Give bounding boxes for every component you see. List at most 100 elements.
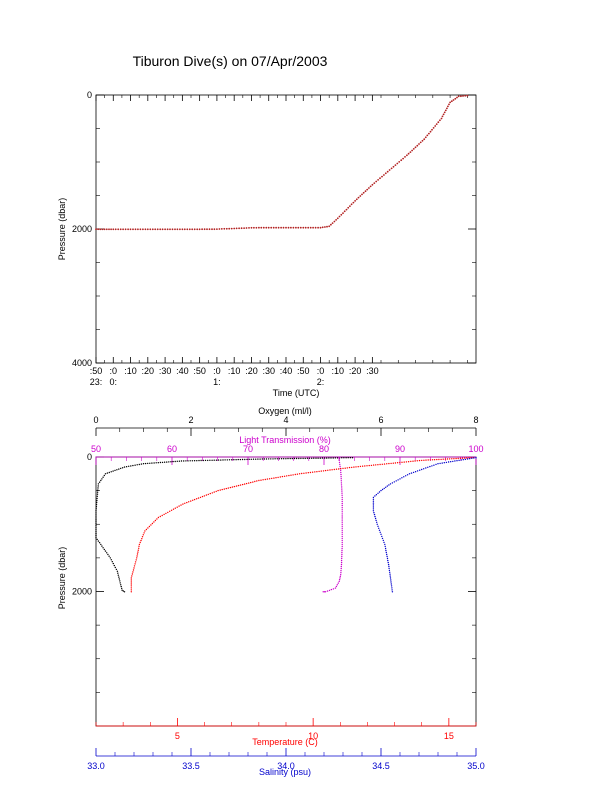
oxygen-profile-point [103,474,106,477]
temperature-profile-point [403,461,405,463]
oxygen-profile-point [321,457,324,459]
pressure-time-point [149,228,152,231]
temperature-profile-point [188,501,190,503]
temperature-profile-point [271,477,273,480]
light_transmission-profile-point [341,509,343,511]
pressure-time-point [426,134,429,137]
oxygen-profile-point [96,493,99,495]
oxygen-profile-point [351,457,354,459]
oxygen-profile-point [300,457,302,460]
oxygen-profile-point [326,457,328,459]
temperature-profile-point [147,527,149,529]
temperature-profile-point [136,555,138,557]
oxygen-profile-point [235,459,237,461]
temperature-profile-point [425,459,427,461]
salinity-profile-point [391,587,393,589]
temperature-profile-point [136,557,138,559]
pressure-time-point [101,228,104,231]
oxygen-profile-point [121,587,123,590]
oxygen-profile-point [95,516,97,518]
light_transmission-profile-point [340,484,343,486]
oxygen-profile-point [112,562,115,565]
top-x-tick-label: :40 [280,366,293,376]
oxygen-profile-point [121,467,124,469]
temperature-profile-point [394,462,397,464]
temperature-profile-point [141,538,143,540]
top-x-hour-label: 23: [90,377,103,387]
temperature-profile-point [163,513,165,516]
light_transmission-profile-point [341,525,343,527]
top-y-tick-label: 4000 [72,358,92,368]
light_transmission-profile-point [340,480,342,482]
oxygen-profile-point [147,462,149,465]
pressure-time-point [386,170,389,173]
salinity-profile-point [391,589,393,591]
pressure-time-point [161,228,164,231]
oxygen-profile-point [95,530,97,533]
pressure-time-point [428,132,430,135]
temperature-profile-point [237,484,240,487]
top-x-tick-label: :10 [124,366,137,376]
light-transmission-tick-label: 80 [319,444,329,454]
pressure-time-point [437,121,440,124]
salinity-profile-point [475,457,477,459]
temperature-profile-point [281,475,284,478]
temperature-tick-label: 15 [444,731,454,741]
temperature-profile-point [372,464,375,466]
pressure-time-point [114,228,117,231]
light_transmission-profile-point [338,461,341,464]
top-y-tick-label: 2000 [72,224,92,234]
pressure-time-point [314,226,317,229]
temperature-profile-point [130,585,132,587]
temperature-profile-point [357,466,359,468]
pressure-time-point [110,228,112,231]
temperature-profile-point [192,499,194,501]
salinity-profile-point [387,563,390,566]
oxygen-profile-point [130,465,132,467]
temperature-profile-point [144,530,146,532]
light_transmission-profile-point [340,476,342,478]
pressure-time-point [233,227,236,230]
oxygen-profile-point [96,501,98,504]
light-transmission-tick-label: 50 [91,444,101,454]
pressure-time-point [206,228,208,231]
top-x-hour-label: 1: [213,377,221,387]
salinity-profile-point [379,531,381,533]
light_transmission-profile-point [328,589,331,592]
profile-series [95,457,477,593]
oxygen-profile-point [323,457,326,459]
temperature-profile-point [340,468,342,470]
pressure-time-point [460,95,462,98]
temperature-profile-point [143,532,145,534]
pressure-time-point [159,228,162,231]
light_transmission-profile-point [341,549,343,552]
oxygen-profile-point [98,542,101,544]
pressure-time-point [218,228,221,230]
temperature-profile-point [252,481,254,483]
salinity-profile-point [443,462,445,464]
light-transmission-tick-label: 60 [167,444,177,454]
pressure-time-point [134,228,137,231]
temperature-profile-point [209,492,211,495]
pressure-time-point [381,175,383,178]
pressure-time-point [350,203,353,206]
oxygen-profile-point [95,518,97,520]
temperature-profile-point [392,462,394,464]
oxygen-profile-point [142,463,145,465]
light_transmission-profile-point [340,567,342,570]
oxygen-profile-point [110,559,113,561]
temperature-profile-point [167,511,169,514]
temperature-profile-point [381,463,383,465]
oxygen-profile-point [204,459,207,462]
salinity-profile-point [381,488,384,491]
pressure-time-point [127,228,129,231]
oxygen-tick-label: 4 [283,415,288,425]
salinity-profile-point [385,486,387,488]
oxygen-profile-point [134,464,136,466]
pressure-time-point [388,169,391,171]
light_transmission-profile-point [341,537,343,540]
temperature-profile-point [145,528,148,531]
temperature-profile-point [169,510,171,512]
temperature-profile-point [190,500,192,502]
pressure-time-point [377,179,379,181]
